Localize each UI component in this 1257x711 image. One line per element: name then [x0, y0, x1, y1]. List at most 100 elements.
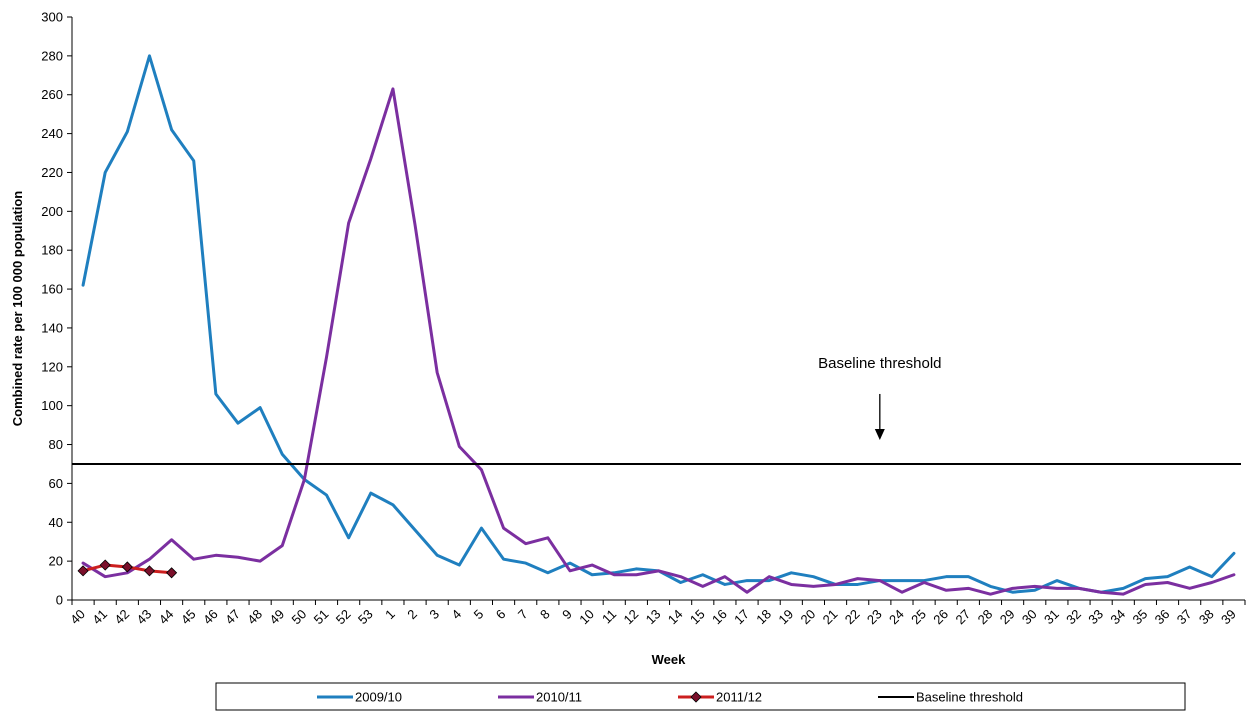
x-tick-label: 18 — [753, 606, 774, 627]
x-tick-label: 17 — [731, 606, 752, 627]
legend-marker — [690, 691, 702, 703]
x-tick-label: 24 — [886, 606, 907, 627]
x-tick-label: 26 — [930, 606, 951, 627]
x-tick-label: 36 — [1152, 606, 1173, 627]
series-2010-11 — [81, 87, 1236, 596]
x-tick-label: 29 — [997, 606, 1018, 627]
x-tick-label: 46 — [200, 606, 221, 627]
x-tick-label: 30 — [1019, 606, 1040, 627]
y-tick-label: 180 — [41, 243, 63, 258]
series-line — [81, 54, 1236, 594]
x-axis-title: Week — [652, 652, 686, 667]
legend-label: 2010/11 — [536, 690, 582, 705]
x-tick-label: 2 — [404, 606, 420, 622]
y-tick-label: 220 — [41, 165, 63, 180]
data-point — [99, 559, 111, 571]
x-tick-label: 13 — [643, 606, 664, 627]
y-tick-label: 300 — [41, 10, 63, 25]
x-tick-label: 37 — [1174, 606, 1195, 627]
x-tick-label: 42 — [111, 606, 132, 627]
x-tick-label: 12 — [620, 606, 641, 627]
x-tick-label: 27 — [952, 606, 973, 627]
x-tick-label: 15 — [687, 606, 708, 627]
x-tick-label: 40 — [67, 606, 88, 627]
x-tick-label: 7 — [515, 606, 531, 622]
x-tick-label: 28 — [975, 606, 996, 627]
y-tick-label: 0 — [56, 593, 63, 608]
series-line — [81, 87, 1236, 596]
annotation-layer: Baseline threshold — [818, 355, 942, 440]
legend-item: 2009/10 — [317, 690, 402, 705]
x-tick-label: 9 — [559, 606, 575, 622]
x-tick-label: 16 — [709, 606, 730, 627]
legend-item: 2011/12 — [678, 690, 762, 705]
x-tick-label: 51 — [311, 606, 332, 627]
y-tick-label: 100 — [41, 398, 63, 413]
x-tick-label: 38 — [1196, 606, 1217, 627]
legend-item: Baseline threshold — [878, 690, 1023, 705]
x-tick-label: 21 — [820, 606, 841, 627]
y-tick-label: 140 — [41, 320, 63, 335]
data-point — [166, 567, 178, 579]
x-tick-label: 52 — [333, 606, 354, 627]
y-tick-label: 260 — [41, 87, 63, 102]
legend-item: 2010/11 — [498, 690, 582, 705]
x-tick-label: 4 — [449, 606, 465, 622]
x-tick-label: 48 — [244, 606, 265, 627]
x-tick-label: 6 — [493, 606, 509, 622]
x-tick-label: 41 — [89, 606, 110, 627]
x-tick-labels: 40 41 42 43 44 45 46 47 48 49 50 51 52 53 1 2 3 4 5 6 7 8 9 10 1… — [67, 600, 1246, 627]
series-2009-10 — [81, 54, 1236, 594]
y-tick-label: 280 — [41, 48, 63, 63]
x-tick-label: 3 — [426, 606, 442, 622]
x-tick-label: 14 — [665, 606, 686, 627]
x-tick-label: 22 — [842, 606, 863, 627]
y-tick-label: 120 — [41, 359, 63, 374]
x-tick-label: 10 — [576, 606, 597, 627]
legend: 2009/10 2010/11 2011/12 Baseline threshold — [215, 682, 1186, 711]
arrow-down-icon — [874, 428, 885, 440]
y-tick-labels: 0 20 40 60 80 100 120 140 160 180 200 220 240 260 280 3… — [41, 10, 72, 608]
y-axis-title: Combined rate per 100 000 population — [10, 191, 25, 427]
series-2011-12 — [77, 559, 178, 579]
x-tick-label: 11 — [599, 606, 619, 626]
legend-label: 2011/12 — [716, 690, 762, 705]
baseline-annotation-label: Baseline threshold — [818, 355, 941, 372]
axes — [71, 17, 1245, 601]
series-layer — [72, 54, 1241, 596]
x-tick-label: 39 — [1218, 606, 1239, 627]
y-tick-label: 80 — [49, 437, 63, 452]
x-tick-label: 5 — [471, 606, 487, 622]
x-tick-label: 47 — [222, 606, 243, 627]
x-tick-label: 19 — [775, 606, 796, 627]
legend-label: Baseline threshold — [916, 690, 1023, 705]
x-tick-label: 34 — [1107, 606, 1128, 627]
x-tick-label: 35 — [1130, 606, 1151, 627]
y-tick-label: 60 — [49, 476, 63, 491]
legend-label: 2009/10 — [355, 690, 402, 705]
data-point — [143, 565, 156, 577]
x-tick-label: 20 — [798, 606, 819, 627]
x-tick-label: 33 — [1085, 606, 1106, 627]
x-tick-label: 32 — [1063, 606, 1084, 627]
x-tick-label: 45 — [178, 606, 199, 627]
x-tick-label: 1 — [382, 606, 398, 622]
x-tick-label: 25 — [908, 606, 929, 627]
x-tick-label: 50 — [288, 606, 309, 627]
x-tick-label: 23 — [864, 606, 885, 627]
x-tick-label: 44 — [156, 606, 177, 627]
x-tick-label: 43 — [134, 606, 155, 627]
legend-items: 2009/10 2010/11 2011/12 Baseline threshold — [317, 690, 1023, 705]
x-tick-label: 31 — [1041, 606, 1062, 627]
y-tick-label: 20 — [49, 554, 63, 569]
y-tick-label: 40 — [49, 515, 63, 530]
x-tick-label: 53 — [355, 606, 376, 627]
x-tick-label: 8 — [537, 606, 553, 622]
x-tick-label: 49 — [266, 606, 287, 627]
y-tick-label: 160 — [41, 282, 63, 297]
data-point — [121, 561, 133, 573]
y-tick-label: 240 — [41, 126, 63, 141]
data-point — [77, 565, 89, 577]
